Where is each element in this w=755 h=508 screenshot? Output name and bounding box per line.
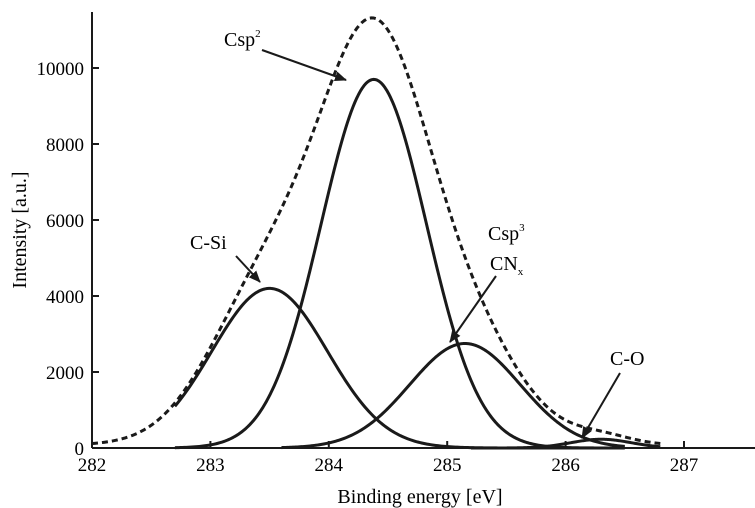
x-tick-label: 283 xyxy=(196,455,225,476)
y-tick-label: 0 xyxy=(75,439,85,460)
annotation-csp2-base: Csp xyxy=(224,29,255,51)
annotation-csi-label: C-Si xyxy=(190,232,227,254)
series-line-csp3-cnx xyxy=(281,342,625,450)
svg-text:Csp3: Csp3 xyxy=(488,222,525,245)
annotation-csp2-sup: 2 xyxy=(255,28,261,40)
x-tick-label: 285 xyxy=(433,455,462,476)
x-tick-label: 286 xyxy=(551,455,580,476)
arrow-co xyxy=(581,372,621,439)
svg-text:CNx: CNx xyxy=(490,253,524,278)
annotation-co-label: C-O xyxy=(610,348,644,370)
x-axis-label: Binding energy [eV] xyxy=(337,486,502,508)
series-line-c-o xyxy=(470,437,662,450)
arrow-csp3 xyxy=(449,275,497,343)
arrow-csp2 xyxy=(261,49,347,82)
svg-text:Csp2: Csp2 xyxy=(224,28,261,51)
arrow-csi xyxy=(235,255,261,283)
y-tick-label: 4000 xyxy=(46,287,84,308)
x-tick-label: 287 xyxy=(670,455,699,476)
y-tick-label: 8000 xyxy=(46,135,84,156)
annotation-csp3: Csp3 CNx xyxy=(449,222,525,343)
annotation-csp2: Csp2 xyxy=(224,28,347,82)
annotation-csp3-sup: 3 xyxy=(519,222,525,234)
annotation-csi: C-Si xyxy=(190,232,261,283)
annotation-cnx-base: CN xyxy=(490,253,518,275)
y-tick-label: 6000 xyxy=(46,211,84,232)
annotation-cnx-sub: x xyxy=(518,266,524,278)
annotation-co: C-O xyxy=(581,348,644,439)
series-line-c-si xyxy=(173,286,602,450)
series-line-envelope xyxy=(91,16,661,446)
y-tick-label: 10000 xyxy=(37,59,85,80)
axes xyxy=(91,12,755,449)
y-tick-label: 2000 xyxy=(46,363,84,384)
annotation-csp3-base: Csp xyxy=(488,223,519,245)
y-axis-label: Intensity [a.u.] xyxy=(9,171,31,288)
x-tick-label: 284 xyxy=(315,455,344,476)
x-tick-label: 282 xyxy=(78,455,107,476)
